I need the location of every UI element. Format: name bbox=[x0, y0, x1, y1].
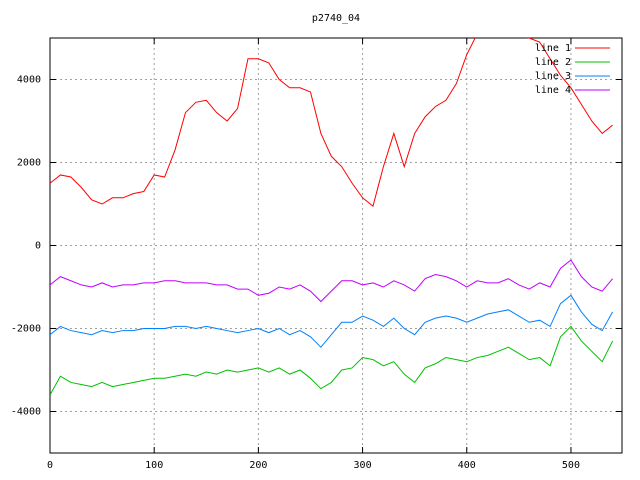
legend-label: line 3 bbox=[535, 71, 571, 82]
line-series bbox=[50, 294, 614, 348]
x-tick-label: 100 bbox=[145, 460, 163, 471]
y-tick-label: -2000 bbox=[11, 324, 41, 335]
legend-label: line 1 bbox=[535, 43, 571, 54]
x-tick-label: 400 bbox=[458, 460, 476, 471]
x-tick-label: 500 bbox=[562, 460, 580, 471]
plot-border bbox=[49, 37, 623, 454]
x-tick-label: 0 bbox=[47, 460, 53, 471]
y-tick-label: -4000 bbox=[11, 407, 41, 418]
plot-area bbox=[50, 38, 614, 396]
x-tick-label: 300 bbox=[354, 460, 372, 471]
legend-label: line 4 bbox=[535, 85, 571, 96]
y-tick-label: 0 bbox=[35, 241, 41, 252]
x-tick-label: 200 bbox=[249, 460, 267, 471]
chart-title: p2740_04 bbox=[312, 13, 360, 24]
legend-label: line 2 bbox=[535, 57, 571, 68]
line-series bbox=[50, 325, 614, 396]
y-tick-label: 2000 bbox=[17, 158, 41, 169]
line-series bbox=[50, 38, 613, 207]
line-series bbox=[50, 259, 614, 303]
y-tick-label: 4000 bbox=[17, 75, 41, 86]
